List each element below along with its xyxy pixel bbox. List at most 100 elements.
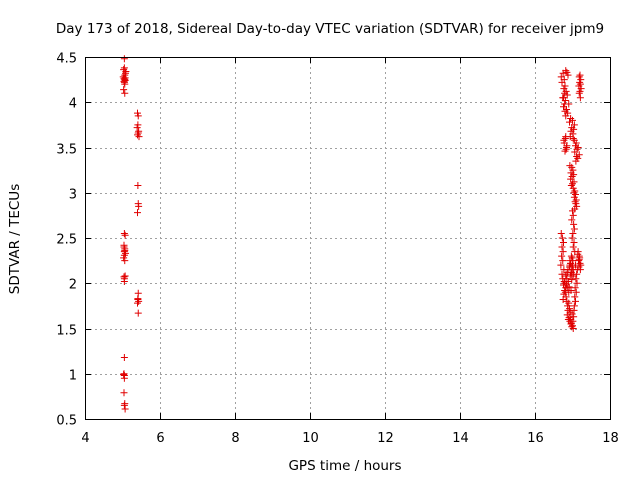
data-point	[576, 78, 584, 86]
data-point	[134, 309, 142, 317]
data-point	[135, 202, 143, 210]
data-point	[120, 64, 128, 72]
data-point	[567, 286, 575, 294]
data-point	[121, 257, 129, 265]
data-point	[564, 277, 572, 285]
data-point	[570, 178, 578, 186]
data-point	[569, 229, 577, 237]
data-point	[560, 136, 568, 144]
data-point	[573, 270, 581, 278]
data-point	[120, 55, 128, 63]
data-point	[120, 277, 128, 285]
data-point	[568, 234, 576, 242]
data-points	[119, 55, 585, 413]
data-point	[121, 405, 129, 413]
data-point	[571, 293, 579, 301]
data-point	[562, 67, 570, 75]
data-point	[134, 209, 141, 217]
data-point	[573, 153, 581, 161]
data-point	[570, 239, 578, 247]
x-tick-label: 8	[231, 431, 239, 446]
data-point	[560, 94, 567, 102]
data-point	[572, 157, 580, 165]
data-point	[569, 180, 576, 188]
data-point	[572, 297, 579, 305]
x-axis-label: GPS time / hours	[288, 458, 401, 474]
axis-ticks: 4 6 8 10 12 14 16 18 0.5 1 1.5 2 2.5 3 3.5 4 4.5	[56, 52, 618, 447]
data-point	[574, 144, 582, 151]
data-point	[570, 302, 578, 310]
data-point	[572, 275, 580, 283]
data-point	[557, 229, 565, 237]
data-point	[568, 310, 576, 318]
x-tick-label: 12	[377, 431, 394, 446]
data-point	[577, 261, 585, 269]
data-point	[569, 207, 576, 215]
data-point	[570, 220, 578, 228]
data-point	[120, 389, 128, 397]
data-point	[571, 198, 579, 206]
data-point	[561, 100, 569, 108]
data-point	[559, 257, 567, 265]
data-point	[120, 229, 128, 237]
x-tick-label: 6	[156, 431, 164, 446]
data-point	[568, 266, 576, 274]
data-point	[569, 243, 577, 251]
data-point	[565, 314, 573, 322]
data-point	[120, 371, 128, 379]
data-point	[574, 250, 582, 258]
x-tick-label: 10	[302, 431, 319, 446]
data-point	[565, 283, 573, 291]
data-point	[120, 401, 128, 409]
data-point	[569, 134, 577, 142]
data-point	[567, 252, 575, 260]
data-point	[134, 112, 142, 120]
data-point	[563, 91, 571, 99]
data-point	[120, 77, 128, 85]
data-point	[134, 295, 142, 303]
data-point	[569, 211, 577, 219]
data-point	[576, 71, 584, 79]
data-point	[134, 131, 141, 139]
data-point	[576, 87, 584, 95]
data-point	[560, 239, 567, 247]
data-point	[121, 89, 129, 97]
data-point	[133, 124, 141, 132]
data-point	[558, 252, 566, 260]
y-tick-label: 2.5	[56, 233, 77, 248]
data-point	[558, 243, 566, 251]
y-axis-label: SDTVAR / TECUs	[7, 184, 23, 294]
chart-title: Day 173 of 2018, Sidereal Day-to-day VTE…	[56, 21, 604, 37]
y-tick-label: 4	[69, 97, 77, 112]
y-tick-label: 0.5	[56, 414, 77, 429]
data-point	[120, 86, 128, 94]
y-tick-label: 3	[69, 188, 77, 203]
y-tick-label: 4.5	[56, 52, 77, 67]
data-point	[558, 234, 566, 242]
data-point	[563, 142, 571, 150]
data-point	[559, 296, 567, 304]
data-point	[562, 87, 570, 95]
data-point	[563, 68, 571, 76]
data-point	[134, 129, 142, 137]
data-point	[570, 225, 578, 233]
data-point	[570, 171, 578, 179]
data-point	[134, 182, 142, 190]
data-point	[575, 256, 583, 264]
data-point	[120, 353, 128, 361]
data-point	[563, 105, 570, 113]
data-point	[121, 247, 129, 255]
data-point	[575, 89, 583, 97]
data-point	[569, 116, 576, 124]
grid-lines	[85, 57, 610, 419]
data-point	[572, 288, 580, 296]
data-point	[121, 76, 129, 84]
data-point	[557, 261, 565, 269]
data-point	[568, 276, 576, 284]
data-point	[567, 319, 575, 327]
x-tick-label: 18	[602, 431, 619, 446]
data-point	[566, 118, 573, 126]
data-point	[558, 78, 566, 86]
y-tick-label: 1	[69, 369, 77, 384]
